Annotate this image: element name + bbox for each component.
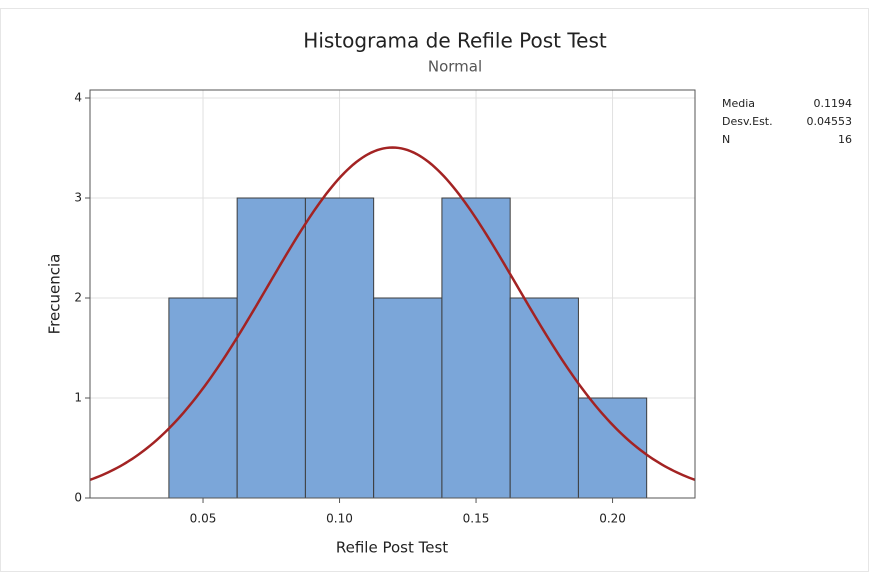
stat-label: N bbox=[722, 133, 730, 146]
x-tick-label: 0.05 bbox=[190, 512, 217, 526]
y-tick-label: 2 bbox=[74, 291, 82, 305]
normal-curve bbox=[89, 146, 696, 482]
bar bbox=[509, 297, 579, 499]
bar bbox=[168, 297, 238, 499]
bar bbox=[373, 297, 443, 499]
stat-label: Media bbox=[722, 97, 755, 110]
y-tick-label: 4 bbox=[74, 91, 82, 105]
x-tick-label: 0.20 bbox=[599, 512, 626, 526]
bar bbox=[236, 197, 306, 499]
plot-border bbox=[89, 89, 696, 499]
y-tick-label: 3 bbox=[74, 191, 82, 205]
stat-label: Desv.Est. bbox=[722, 115, 773, 128]
stat-value: 0.04553 bbox=[807, 115, 853, 128]
bar bbox=[441, 197, 511, 499]
x-axis-label: Refile Post Test bbox=[336, 539, 448, 557]
stat-value: 16 bbox=[838, 133, 852, 146]
y-tick-label: 0 bbox=[74, 491, 82, 505]
chart-subtitle: Normal bbox=[428, 58, 482, 76]
chart-title: Histograma de Refile Post Test bbox=[303, 29, 607, 53]
x-tick-label: 0.10 bbox=[326, 512, 353, 526]
y-axis-label: Frecuencia bbox=[46, 254, 64, 335]
stat-value: 0.1194 bbox=[814, 97, 853, 110]
bar bbox=[577, 397, 648, 499]
bar bbox=[304, 197, 375, 499]
x-tick-label: 0.15 bbox=[463, 512, 490, 526]
y-tick-label: 1 bbox=[74, 391, 82, 405]
